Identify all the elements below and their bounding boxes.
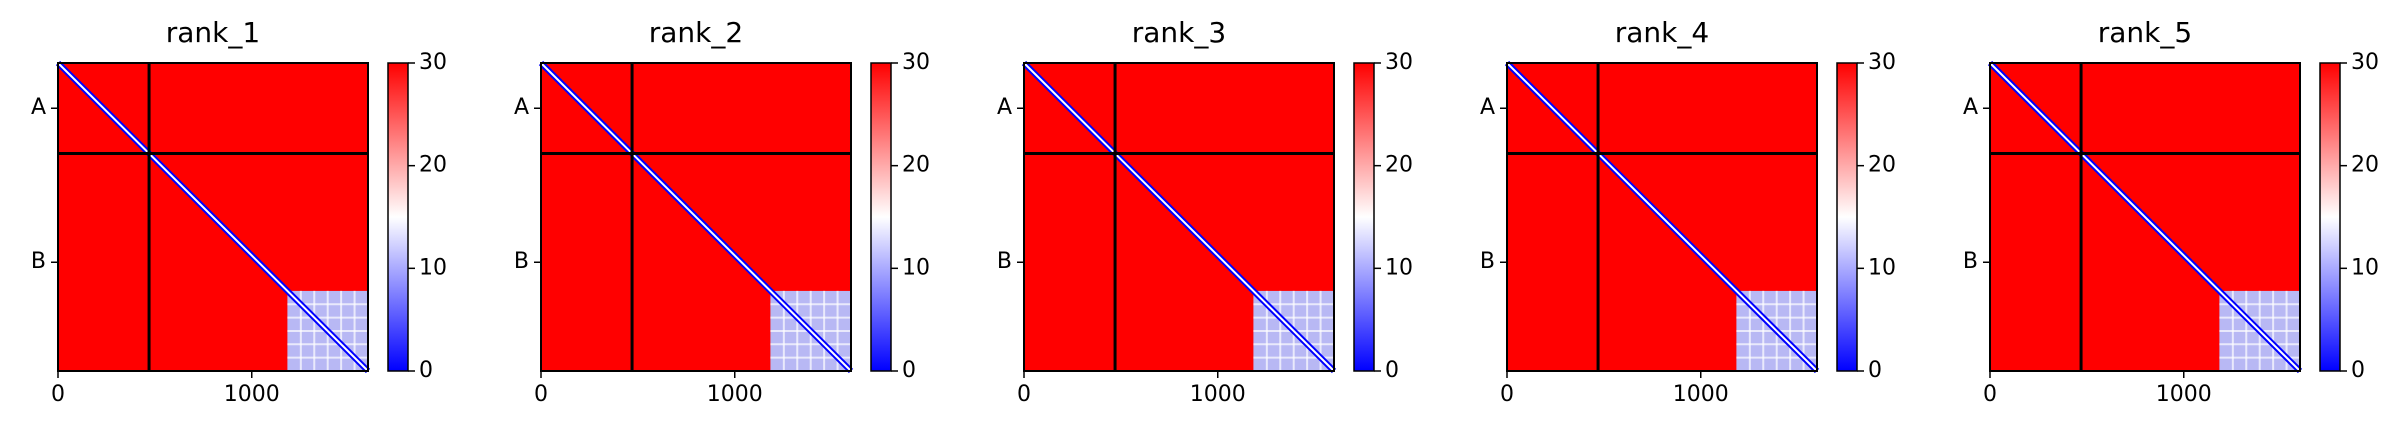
- colorbar: [870, 62, 892, 372]
- colorbar-tick-label: 0: [419, 358, 433, 383]
- panel-title: rank_1: [166, 16, 260, 49]
- x-tick-label: 1000: [1190, 382, 1246, 407]
- panel-title: rank_4: [1615, 16, 1709, 49]
- colorbar-tick-label: 30: [902, 50, 930, 75]
- colorbar: [1353, 62, 1375, 372]
- colorbar-tick-label: 0: [1385, 358, 1399, 383]
- plot-frame: [1989, 62, 2301, 372]
- plot-frame: [57, 62, 369, 372]
- colorbar-tick-label: 20: [2351, 153, 2379, 178]
- x-tick-label: 1000: [224, 382, 280, 407]
- plot-frame: [540, 62, 852, 372]
- panel-title: rank_3: [1132, 16, 1226, 49]
- colorbar-tick-label: 20: [1385, 153, 1413, 178]
- y-tick-label: B: [31, 249, 46, 274]
- x-tick-label: 0: [51, 382, 65, 407]
- x-tick-label: 0: [1500, 382, 1514, 407]
- heatmap-diagonal-core: [57, 62, 369, 372]
- heatmap-panel: rank_2 0 1000 A B 0 10 20 30: [514, 16, 930, 407]
- plot-frame: [1506, 62, 1818, 372]
- heatmap-panel: rank_4 0 1000 A B 0 10 20 30: [1480, 16, 1896, 407]
- colorbar: [2319, 62, 2341, 372]
- panel-title: rank_5: [2098, 16, 2192, 49]
- x-tick-label: 1000: [707, 382, 763, 407]
- colorbar: [1836, 62, 1858, 372]
- colorbar-tick-label: 10: [419, 255, 447, 280]
- colorbar-tick-label: 0: [902, 358, 916, 383]
- y-tick-label: A: [31, 95, 46, 120]
- y-tick-label: A: [1963, 95, 1978, 120]
- y-tick-label: B: [1963, 249, 1978, 274]
- colorbar-tick-label: 10: [1868, 255, 1896, 280]
- y-tick-label: A: [997, 95, 1012, 120]
- heatmap-panel: rank_1 0 1000 A B 0 10 20 30: [31, 16, 447, 407]
- x-tick-label: 1000: [1673, 382, 1729, 407]
- colorbar: [387, 62, 409, 372]
- colorbar-tick-label: 20: [902, 153, 930, 178]
- colorbar-tick-label: 30: [419, 50, 447, 75]
- colorbar-tick-label: 20: [419, 153, 447, 178]
- colorbar-tick-label: 0: [1868, 358, 1882, 383]
- y-tick-label: A: [1480, 95, 1495, 120]
- colorbar-tick-label: 30: [2351, 50, 2379, 75]
- y-tick-label: A: [514, 95, 529, 120]
- colorbar-tick-label: 10: [2351, 255, 2379, 280]
- y-tick-label: B: [1480, 249, 1495, 274]
- x-tick-label: 0: [534, 382, 548, 407]
- x-tick-label: 1000: [2156, 382, 2212, 407]
- x-tick-label: 0: [1017, 382, 1031, 407]
- heatmap-panel: rank_3 0 1000 A B 0 10 20 30: [997, 16, 1413, 407]
- y-tick-label: B: [514, 249, 529, 274]
- colorbar-tick-label: 20: [1868, 153, 1896, 178]
- heatmap-diagonal-core: [1506, 62, 1818, 372]
- heatmap-panel: rank_5 0 1000 A B 0 10 20 30: [1963, 16, 2379, 407]
- heatmap-diagonal-core: [1989, 62, 2301, 372]
- heatmap-diagonal-core: [1023, 62, 1335, 372]
- colorbar-tick-label: 10: [1385, 255, 1413, 280]
- panel-title: rank_2: [649, 16, 743, 49]
- y-tick-label: B: [997, 249, 1012, 274]
- colorbar-tick-label: 30: [1868, 50, 1896, 75]
- colorbar-tick-label: 0: [2351, 358, 2365, 383]
- x-tick-label: 0: [1983, 382, 1997, 407]
- heatmap-diagonal-core: [540, 62, 852, 372]
- colorbar-tick-label: 10: [902, 255, 930, 280]
- colorbar-tick-label: 30: [1385, 50, 1413, 75]
- plot-frame: [1023, 62, 1335, 372]
